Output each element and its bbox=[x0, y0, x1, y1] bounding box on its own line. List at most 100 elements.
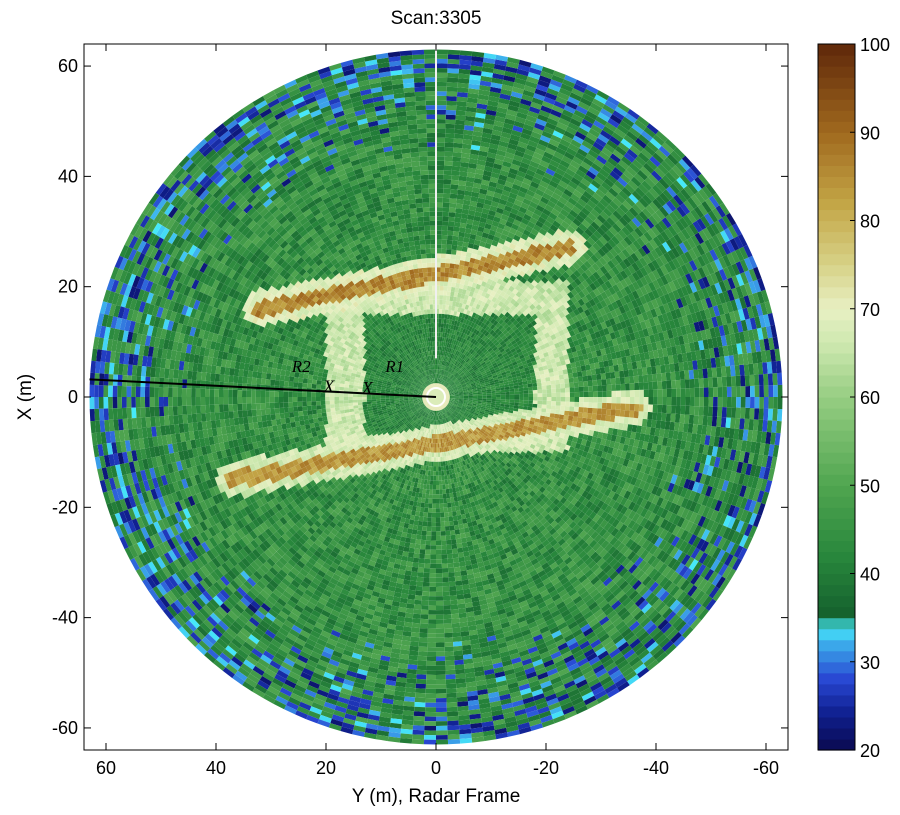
scan-cell bbox=[463, 391, 468, 394]
scan-cell bbox=[466, 359, 472, 364]
scan-cell bbox=[453, 411, 458, 415]
scan-cell bbox=[448, 415, 453, 420]
scan-cell bbox=[381, 385, 387, 389]
scan-cell bbox=[452, 405, 457, 409]
scan-cell bbox=[409, 370, 414, 375]
scan-cell bbox=[415, 423, 419, 429]
scan-cell bbox=[477, 395, 483, 397]
scan-cell bbox=[456, 514, 462, 521]
scan-cell bbox=[418, 425, 422, 431]
scan-cell bbox=[440, 384, 443, 389]
scan-cell bbox=[414, 403, 420, 407]
scan-cell bbox=[334, 386, 340, 391]
scan-cell bbox=[519, 397, 524, 401]
scan-cell bbox=[413, 398, 418, 401]
scan-cell bbox=[383, 378, 389, 382]
scan-cell bbox=[444, 390, 449, 394]
scan-cell bbox=[437, 360, 439, 365]
scan-cell bbox=[426, 365, 429, 371]
scan-cell bbox=[465, 358, 470, 363]
scan-cell bbox=[432, 364, 435, 370]
scan-cell bbox=[402, 380, 407, 384]
scan-cell bbox=[441, 409, 444, 415]
scan-cell bbox=[417, 393, 423, 395]
scan-cell bbox=[422, 397, 427, 399]
scan-cell bbox=[380, 398, 386, 401]
scan-cell bbox=[456, 421, 461, 426]
scan-cell bbox=[462, 375, 467, 379]
scan-cell bbox=[437, 378, 438, 384]
scan-cell bbox=[442, 380, 446, 385]
scan-cell bbox=[415, 506, 421, 512]
scan-cell bbox=[424, 423, 428, 428]
scan-cell bbox=[431, 383, 434, 389]
scan-cell bbox=[429, 360, 432, 366]
scan-cell bbox=[437, 369, 439, 374]
scan-cell bbox=[444, 346, 447, 352]
scan-cell bbox=[431, 424, 434, 430]
scan-cell bbox=[440, 379, 443, 385]
scan-cell bbox=[427, 346, 430, 352]
scan-cell bbox=[441, 428, 444, 434]
scan-cell bbox=[458, 402, 463, 405]
scan-cell bbox=[400, 407, 406, 410]
scan-cell bbox=[398, 378, 403, 382]
scan-cell bbox=[449, 390, 454, 393]
scan-cell bbox=[468, 368, 474, 373]
scan-cell bbox=[533, 397, 538, 401]
scan-cell bbox=[465, 424, 471, 430]
scan-cell bbox=[439, 405, 443, 410]
scan-cell bbox=[408, 430, 413, 436]
scan-cell bbox=[437, 336, 441, 342]
scan-cell bbox=[436, 410, 438, 416]
scan-cell bbox=[421, 411, 425, 416]
scan-cell bbox=[468, 393, 473, 395]
scan-cell bbox=[436, 466, 439, 472]
scan-cell bbox=[445, 300, 450, 306]
scan-cell bbox=[419, 368, 423, 373]
scan-cell bbox=[431, 512, 436, 518]
scan-cell bbox=[429, 428, 432, 434]
scan-cell bbox=[343, 387, 349, 391]
scan-cell bbox=[440, 409, 443, 415]
scan-cell bbox=[427, 355, 430, 361]
scan-cell bbox=[444, 437, 448, 443]
scan-cell bbox=[412, 367, 417, 373]
scan-cell bbox=[437, 406, 440, 411]
scan-cell bbox=[466, 416, 472, 421]
scan-cell bbox=[463, 390, 468, 393]
scan-cell bbox=[423, 401, 428, 404]
scan-cell bbox=[414, 411, 419, 415]
scan-cell bbox=[450, 407, 455, 412]
scan-cell bbox=[505, 399, 510, 403]
scan-cell bbox=[446, 361, 449, 367]
scan-cell bbox=[459, 396, 464, 397]
scan-cell bbox=[423, 366, 427, 372]
scan-cell bbox=[447, 436, 451, 442]
scan-cell bbox=[436, 406, 438, 411]
scan-cell bbox=[445, 376, 449, 382]
scan-cell bbox=[424, 351, 428, 357]
scan-cell bbox=[442, 387, 446, 391]
scan-cell bbox=[432, 438, 435, 444]
scan-cell bbox=[429, 484, 433, 490]
scan-cell bbox=[453, 365, 457, 371]
scan-cell bbox=[438, 309, 443, 314]
scan-cell bbox=[439, 295, 444, 300]
scan-cell bbox=[448, 272, 454, 278]
scan-cell bbox=[428, 438, 431, 443]
scan-cell bbox=[409, 404, 415, 407]
scan-cell bbox=[418, 375, 422, 380]
scan-cell bbox=[452, 364, 456, 370]
scan-cell bbox=[459, 397, 464, 398]
scan-cell bbox=[449, 399, 455, 402]
scan-cell bbox=[418, 435, 422, 441]
scan-cell bbox=[545, 412, 551, 418]
scan-cell bbox=[443, 381, 447, 386]
scan-cell bbox=[433, 471, 436, 476]
scan-cell bbox=[528, 400, 533, 404]
scan-cell bbox=[555, 401, 561, 406]
scan-cell bbox=[456, 362, 461, 367]
scan-cell bbox=[399, 360, 404, 365]
scan-cell bbox=[421, 385, 426, 389]
